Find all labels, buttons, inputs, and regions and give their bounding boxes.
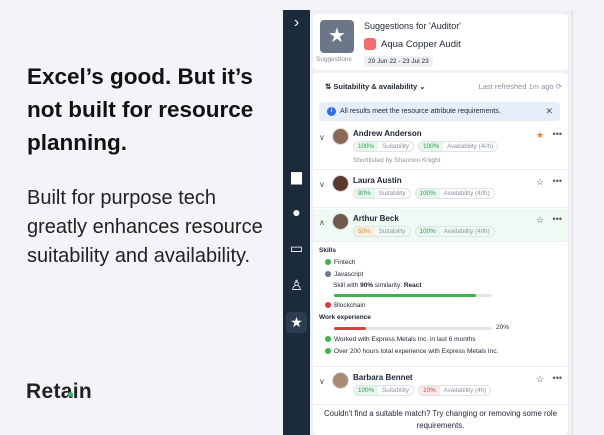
star-outline-icon[interactable]: ☆: [535, 177, 544, 187]
thumb-label: Suggestions: [316, 56, 352, 63]
similar-icon: [325, 271, 331, 277]
suggestions-panel: ★ Suggestions Suggestions for 'Auditor' …: [310, 10, 573, 435]
suggestions-star-icon: ★: [320, 20, 354, 53]
footer-hint: Couldn't find a suitable match? Try chan…: [324, 409, 557, 430]
person-help-icon[interactable]: ♙: [290, 277, 303, 293]
last-refreshed: Last refreshed 1m ago: [478, 82, 554, 91]
more-icon[interactable]: •••: [552, 373, 562, 383]
check-icon: [325, 259, 331, 265]
sort-dropdown[interactable]: ⇅ Suitability & availability ⌄: [325, 82, 426, 91]
user-icon[interactable]: ●: [292, 204, 301, 220]
suitability-badge: 50% Suitability: [353, 226, 411, 237]
candidate-row[interactable]: ∨ Andrew Anderson 100% Suitability 100% Ava…: [313, 124, 568, 170]
info-banner: i All results meet the resource attribute…: [319, 102, 560, 121]
chevron-down-icon[interactable]: ∨: [319, 377, 325, 386]
chevron-down-icon[interactable]: ∨: [319, 133, 325, 142]
skills-title: Skills: [319, 247, 336, 254]
skill-item: Blockchain: [325, 302, 365, 309]
work-bar: [334, 327, 492, 330]
header-card: ★ Suggestions Suggestions for 'Auditor' …: [313, 14, 568, 70]
chevron-up-icon[interactable]: ∧: [319, 218, 325, 227]
candidate-name: Arthur Beck: [353, 214, 399, 223]
similarity-bar: [334, 294, 492, 297]
missing-icon: [325, 302, 331, 308]
work-pct: 20%: [496, 324, 510, 331]
refresh[interactable]: Last refreshed 1m ago ⟳: [479, 82, 562, 91]
project-name: Aqua Copper Audit: [381, 38, 461, 50]
more-icon[interactable]: •••: [552, 176, 562, 186]
info-text: All results meet the resource attribute …: [340, 108, 501, 115]
star-filled-icon[interactable]: ★: [535, 130, 544, 140]
headline: Excel’s good. But it’s not built for res…: [27, 64, 254, 155]
avatar: [332, 175, 349, 192]
avatar: [332, 128, 349, 145]
candidate-row[interactable]: ∨ Barbara Bennet 100% Suitability 10% Avail…: [313, 368, 568, 405]
work-item: Over 200 hours total experience with Exp…: [325, 348, 498, 355]
refresh-icon[interactable]: ⟳: [555, 82, 562, 91]
candidate-row-expanded[interactable]: ∧ Arthur Beck 50% Suitability 100% Availabi…: [313, 209, 568, 242]
candidate-name: Barbara Bennet: [353, 373, 413, 382]
avatar: [332, 372, 349, 389]
skill-item: Fintech: [325, 259, 355, 266]
suitability-badge: 80% Suitability: [353, 188, 411, 199]
date-range: 20 Jun 22 - 23 Jul 23: [364, 56, 433, 67]
project: Aqua Copper Audit: [364, 38, 461, 50]
more-icon[interactable]: •••: [552, 129, 562, 139]
work-title: Work experience: [319, 314, 371, 321]
similarity-text: Skill with 90% similarity: React: [333, 282, 422, 289]
close-icon[interactable]: ✕: [545, 106, 553, 116]
shortlist-note: Shortlisted by Shannon Knight: [353, 157, 441, 164]
check-icon: [325, 348, 331, 354]
star-outline-icon[interactable]: ☆: [535, 215, 544, 225]
candidate-row[interactable]: ∨ Laura Austin 80% Suitability 100% Availab…: [313, 171, 568, 208]
results-card: ⇅ Suitability & availability ⌄ Last refr…: [313, 73, 568, 435]
suitability-badge: 100% Suitability: [353, 385, 415, 396]
subtext: Built for purpose tech greatly enhances …: [27, 187, 263, 267]
sidebar: › ▆ ● ▭ ♙ ★: [283, 10, 310, 435]
availability-badge: 10% Availability (4h): [418, 385, 492, 396]
availability-badge: 100% Availability (40h): [418, 141, 499, 152]
project-icon: [364, 38, 376, 50]
more-icon[interactable]: •••: [552, 214, 562, 224]
retain-logo: Retain: [26, 380, 92, 403]
star-outline-icon[interactable]: ☆: [535, 374, 544, 384]
check-icon: [325, 336, 331, 342]
candidate-name: Andrew Anderson: [353, 129, 422, 138]
briefcase-icon[interactable]: ▆: [291, 168, 302, 184]
work-item: Worked with Express Metals Inc. in last …: [325, 336, 476, 343]
info-icon: i: [327, 107, 336, 116]
sort-label: Suitability & availability: [333, 82, 418, 91]
skill-item: Javascript: [325, 271, 363, 278]
page-title: Suggestions for 'Auditor': [364, 21, 461, 31]
expand-chevron-icon[interactable]: ›: [293, 14, 300, 31]
chevron-down-icon[interactable]: ∨: [319, 180, 325, 189]
suitability-badge: 100% Suitability: [353, 141, 415, 152]
availability-badge: 100% Availability (40h): [414, 226, 495, 237]
ticket-icon[interactable]: ▭: [289, 240, 304, 256]
candidate-name: Laura Austin: [353, 176, 402, 185]
star-icon[interactable]: ★: [286, 312, 307, 333]
availability-badge: 100% Availability (40h): [414, 188, 495, 199]
avatar: [332, 213, 349, 230]
candidate-details: Skills Fintech Javascript Skill with 90%…: [313, 243, 568, 367]
